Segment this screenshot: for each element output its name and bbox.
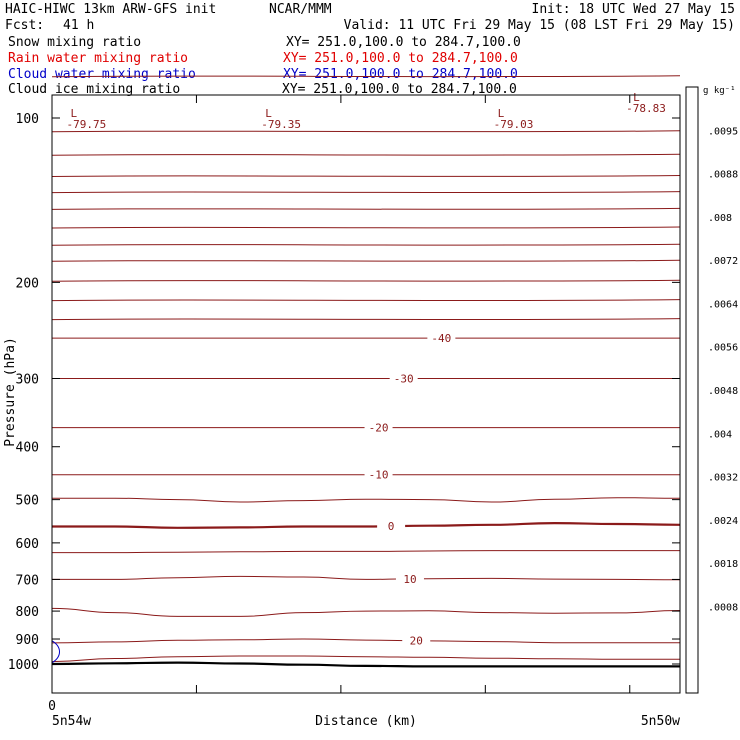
upper-isotherm-line [51,318,681,321]
cloud-water-contour [51,640,60,664]
y-tick-label: 900 [16,633,39,648]
terrain-path [51,661,680,668]
y-tick-label: 800 [16,605,39,620]
y-tick-label: 500 [16,494,39,509]
contour-label: 0 [388,520,395,533]
low-marker-value: -79.75 [67,118,107,131]
contour-line-10 [51,575,681,581]
colorbar-label: .0032 [708,473,738,484]
low-marker-letter: L [633,91,640,104]
contour-line-level-25 [51,655,680,663]
contour-line-20 [51,638,680,644]
low-markers: L-79.75L-79.35L-79.03L-78.83 [67,91,666,131]
low-marker-letter: L [498,107,505,120]
y-tick-label: 300 [16,373,39,388]
upper-isotherm-line [51,153,681,156]
x-axis [51,95,631,693]
contour-label: -30 [394,373,414,386]
colorbar-label: .0008 [708,602,738,613]
colorbar-label: .0024 [708,516,738,527]
x-right-location: 5n50w [641,714,680,729]
temperature-contours: -40 -30 -20 -10 0 10 20 [51,332,681,663]
colorbar-label: .0048 [708,386,738,397]
colorbar-frame [685,86,699,694]
y-tick-label: 600 [16,537,39,552]
plot-frame [51,94,681,694]
contour-label-bg [395,572,424,585]
field-name-cloud-ice: Cloud ice mixing ratio [8,82,180,97]
upper-isotherm-line [51,207,681,210]
upper-isotherm-line [51,75,681,78]
x-tick-zero: 0 [48,699,56,714]
upper-isotherm-line [51,299,681,302]
y-axis-label: Pressure (hPa) [3,337,18,447]
y-tick-label: 700 [16,573,39,588]
contour-label: -20 [369,422,389,435]
upper-isotherm-line [51,175,681,177]
contour-label-bg [377,520,406,533]
contour-line-level-15 [51,607,681,617]
x-axis-label: Distance (km) [315,714,417,729]
contour-label: 10 [403,573,416,586]
upper-isotherm-line [51,243,681,246]
field-xy-cloud-water: XY= 251.0,100.0 to 284.7,100.0 [283,67,518,82]
field-xy-snow: XY= 251.0,100.0 to 284.7,100.0 [286,35,521,50]
contour-label-bg [389,372,418,385]
upper-isotherm-line [51,259,681,262]
header-valid: Valid: 11 UTC Fri 29 May 15 (08 LST Fri … [344,18,735,33]
header-org: NCAR/MMM [269,2,332,17]
upper-isotherm-line [51,279,681,282]
y-tick-label: 1000 [8,658,39,673]
contour-label: 20 [410,635,423,648]
fcst-value: 41 h [63,18,94,33]
colorbar-label: .0095 [708,126,738,137]
upper-isotherms [51,75,681,321]
colorbar-label: .004 [708,429,732,440]
contour-label: -40 [431,332,451,345]
y-tick-label: 200 [16,276,39,291]
terrain-line [51,661,680,668]
y-tick-label: 100 [16,112,39,127]
colorbar-label: .0056 [708,343,738,354]
contour-label-bg [364,421,393,434]
low-marker-value: -79.35 [261,118,301,131]
field-xy-cloud-ice: XY= 251.0,100.0 to 284.7,100.0 [282,82,517,97]
contour-label: -10 [369,469,389,482]
contour-label-bg [402,634,431,647]
contour-line-level-5 [52,550,680,554]
upper-isotherm-line [51,130,681,133]
colorbar-label: .008 [708,213,732,224]
field-xy-rain: XY= 251.0,100.0 to 284.7,100.0 [283,51,518,66]
contour-line-0 [52,521,681,529]
field-name-rain: Rain water mixing ratio [8,51,188,66]
cloud-water-feature [51,640,60,664]
colorbar-label: .0064 [708,299,738,310]
colorbar-label: .0018 [708,559,738,570]
contour-label-bg [427,332,456,345]
header-init: Init: 18 UTC Wed 27 May 15 [532,2,736,17]
low-marker-letter: L [265,107,272,120]
low-marker-value: -78.83 [626,102,666,115]
field-name-snow: Snow mixing ratio [8,35,141,50]
fcst-label: Fcst: [5,18,44,33]
field-name-cloud-water: Cloud water mixing ratio [8,67,196,82]
x-left-location: 5n54w [52,714,91,729]
colorbar-label: .0088 [708,170,738,181]
upper-isotherm-line [51,191,681,194]
upper-isotherm-line [51,226,681,229]
contour-label-bg [364,468,393,481]
y-tick-label: 400 [16,441,39,456]
contour-line-level--5 [52,497,681,503]
colorbar-label: .0072 [708,256,738,267]
low-marker-value: -79.03 [494,118,534,131]
colorbar: .0095 .0088 .008 .0072 .0064 .0056 .0048 .004 .0… [685,86,738,694]
header-title: HAIC-HIWC 13km ARW-GFS init [5,2,216,17]
colorbar-unit: g kg⁻¹ [703,86,736,96]
low-marker-letter: L [71,107,78,120]
